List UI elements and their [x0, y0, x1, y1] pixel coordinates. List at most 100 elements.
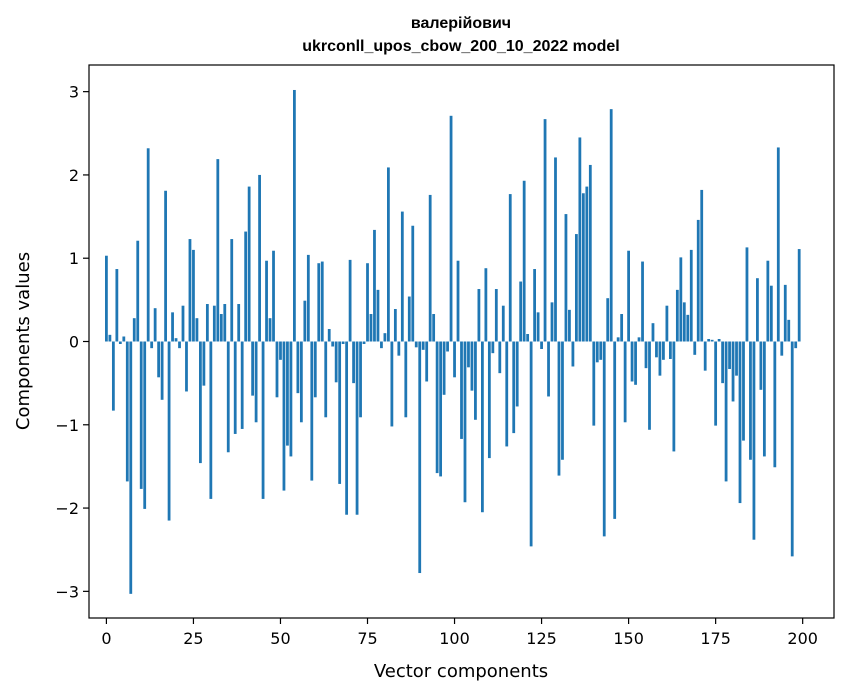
bar-component-75: [366, 263, 369, 342]
bar-component-182: [738, 341, 742, 504]
y-tick-label: −1: [55, 416, 79, 435]
bar-component-95: [435, 341, 439, 474]
bar-component-120: [522, 180, 526, 342]
x-axis-ticks: 0 25 50 75 100 125 150 175 200: [101, 618, 818, 648]
bar-component-111: [491, 341, 495, 354]
bar-component-11: [143, 341, 147, 509]
x-axis-label: Vector components: [374, 661, 548, 682]
bar-component-38: [237, 304, 241, 342]
bar-component-184: [745, 247, 749, 342]
bar-component-78: [376, 289, 380, 342]
bar-component-132: [564, 214, 568, 342]
bar-component-18: [167, 341, 171, 521]
bar-component-1: [108, 334, 112, 342]
bar-component-156: [648, 341, 651, 430]
bar-component-83: [393, 309, 397, 342]
bar-component-13: [150, 341, 154, 349]
bar-component-162: [668, 341, 672, 359]
bar-component-82: [390, 341, 394, 427]
y-tick-label: 3: [69, 83, 79, 102]
bar-component-10: [139, 341, 143, 489]
bar-component-7: [129, 341, 133, 594]
bar-component-143: [602, 341, 606, 537]
bar-component-59: [310, 341, 314, 481]
bar-component-141: [595, 341, 599, 363]
bar-component-22: [181, 305, 185, 342]
bar-component-85: [400, 211, 404, 342]
bar-component-29: [205, 304, 209, 342]
bar-component-31: [212, 305, 216, 342]
bar-component-168: [689, 249, 693, 342]
bar-component-180: [731, 341, 735, 402]
bar-component-76: [369, 314, 373, 342]
bar-component-77: [373, 229, 376, 342]
bar-component-25: [192, 249, 195, 342]
bar-component-116: [508, 194, 512, 342]
bar-component-39: [240, 341, 244, 429]
bar-component-103: [463, 341, 467, 503]
bar-component-101: [456, 260, 460, 342]
bar-component-49: [275, 341, 279, 398]
bar-component-164: [675, 289, 679, 342]
bar-component-134: [571, 341, 575, 367]
bar-component-172: [703, 341, 707, 371]
bar-component-189: [762, 341, 766, 457]
bar-component-89: [414, 341, 418, 348]
bar-component-67: [338, 341, 342, 484]
bar-component-155: [644, 341, 648, 369]
bar-component-92: [425, 341, 429, 382]
bar-component-187: [756, 278, 759, 342]
bar-component-98: [446, 341, 449, 352]
bar-component-181: [735, 341, 738, 376]
bar-component-56: [299, 341, 303, 423]
bar-component-118: [515, 341, 519, 407]
bar-component-51: [282, 341, 286, 491]
bar-component-94: [432, 314, 436, 342]
bar-component-148: [620, 314, 624, 342]
bar-component-15: [157, 341, 161, 378]
bar-component-44: [258, 174, 261, 342]
bar-component-8: [132, 318, 136, 342]
bar-component-163: [672, 341, 676, 452]
bar-component-57: [303, 300, 307, 342]
y-tick-label: 2: [69, 166, 79, 185]
bar-component-126: [543, 119, 547, 342]
bar-component-167: [686, 314, 690, 342]
bar-component-177: [721, 341, 724, 384]
bar-component-150: [627, 250, 630, 342]
bar-component-70: [348, 259, 352, 342]
bar-component-107: [477, 289, 481, 342]
bar-component-73: [359, 341, 362, 418]
y-axis-label: Components values: [13, 252, 34, 430]
bar-component-79: [380, 341, 383, 349]
bar-component-151: [630, 341, 634, 382]
y-tick-label: 1: [69, 249, 79, 268]
bar-component-157: [651, 323, 655, 342]
bar-component-90: [418, 341, 422, 574]
bar-component-146: [613, 341, 617, 519]
bar-component-106: [474, 341, 477, 420]
bar-component-21: [178, 341, 181, 349]
bar-component-23: [185, 341, 188, 392]
x-tick-label: 150: [613, 629, 644, 648]
bar-component-26: [195, 318, 199, 342]
bar-component-121: [526, 334, 530, 342]
bar-component-84: [397, 341, 401, 356]
bar-component-160: [662, 341, 665, 360]
bar-component-158: [655, 341, 658, 358]
bar-component-80: [383, 333, 387, 342]
bar-component-135: [574, 234, 578, 342]
bar-component-194: [780, 341, 784, 356]
bar-component-139: [588, 164, 592, 342]
bar-component-68: [341, 341, 345, 344]
bar-component-166: [682, 302, 686, 342]
bar-component-161: [665, 305, 669, 342]
bar-component-176: [717, 339, 721, 342]
bar-component-170: [696, 219, 700, 342]
x-tick-label: 175: [700, 629, 731, 648]
bar-component-113: [498, 341, 502, 374]
bar-component-30: [209, 341, 213, 499]
bar-component-124: [536, 312, 540, 342]
x-tick-label: 125: [526, 629, 557, 648]
bar-component-91: [421, 341, 425, 350]
